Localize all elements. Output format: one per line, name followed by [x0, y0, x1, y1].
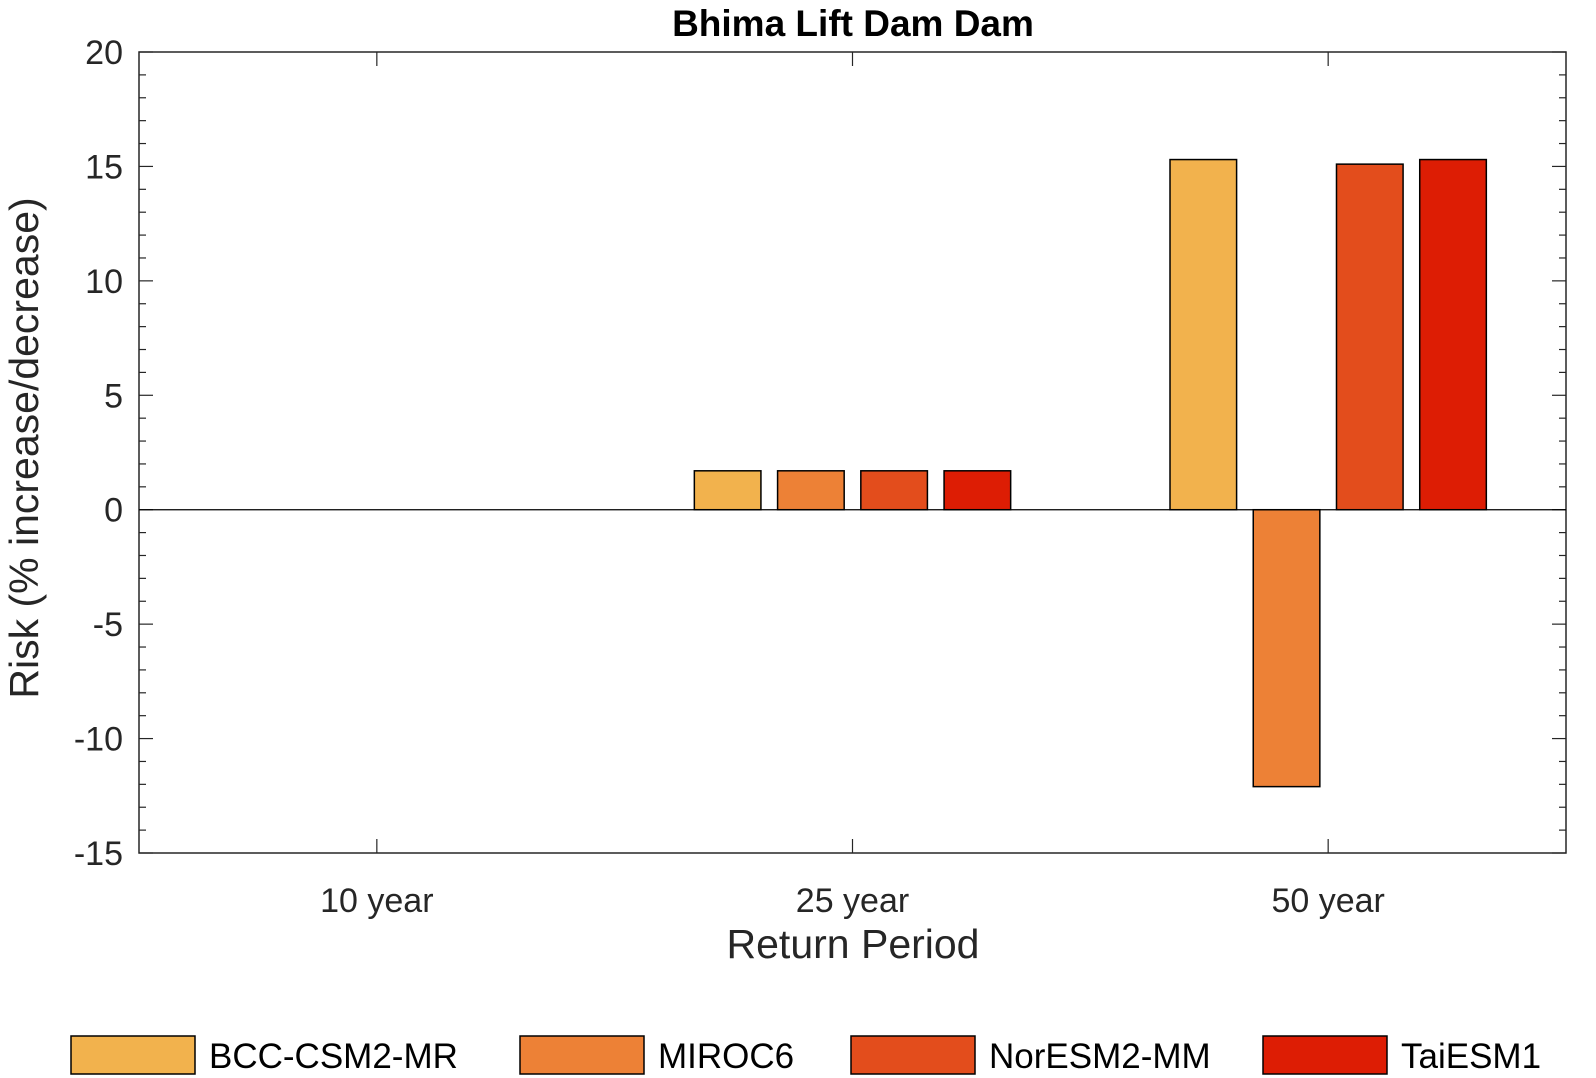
bar: [860, 470, 929, 511]
y-tick-label: -5: [93, 606, 123, 644]
bar: [776, 470, 845, 511]
legend-swatch: [519, 1035, 645, 1075]
y-tick-label: 5: [104, 377, 123, 415]
y-axis-label: Risk (% increase/decrease): [1, 197, 47, 698]
legend-swatch: [850, 1035, 976, 1075]
y-tick-label: 15: [85, 148, 123, 186]
plot-area: -15 -10 -5 0 5 10 15 20 10 year 25 year 50 year: [74, 34, 1567, 920]
legend-label: BCC-CSM2-MR: [209, 1037, 458, 1076]
x-tick-label: 50 year: [1271, 882, 1384, 920]
legend: BCC-CSM2-MR MIROC6 NorESM2-MM TaiESM1: [70, 1035, 1541, 1076]
legend-label: TaiESM1: [1401, 1037, 1541, 1076]
legend-swatch: [70, 1035, 196, 1075]
x-tick-label: 10 year: [320, 882, 433, 920]
bar: [1335, 163, 1404, 511]
legend-swatch: [1262, 1035, 1388, 1075]
x-tick-label: 25 year: [796, 882, 909, 920]
bar: [943, 470, 1012, 511]
y-tick-label: 20: [85, 34, 123, 72]
chart-title: Bhima Lift Dam Dam: [672, 3, 1034, 44]
y-tick-label: -15: [74, 835, 123, 873]
legend-label: NorESM2-MM: [989, 1037, 1211, 1076]
legend-label: MIROC6: [658, 1037, 794, 1076]
y-tick-label: -10: [74, 721, 123, 759]
bar: [693, 470, 762, 511]
bar: [1418, 158, 1488, 511]
y-tick-label: 0: [104, 492, 123, 530]
y-tick-label: 10: [85, 263, 123, 301]
bar: [1252, 508, 1321, 788]
x-axis-label: Return Period: [727, 921, 980, 967]
bar: [1169, 158, 1238, 511]
